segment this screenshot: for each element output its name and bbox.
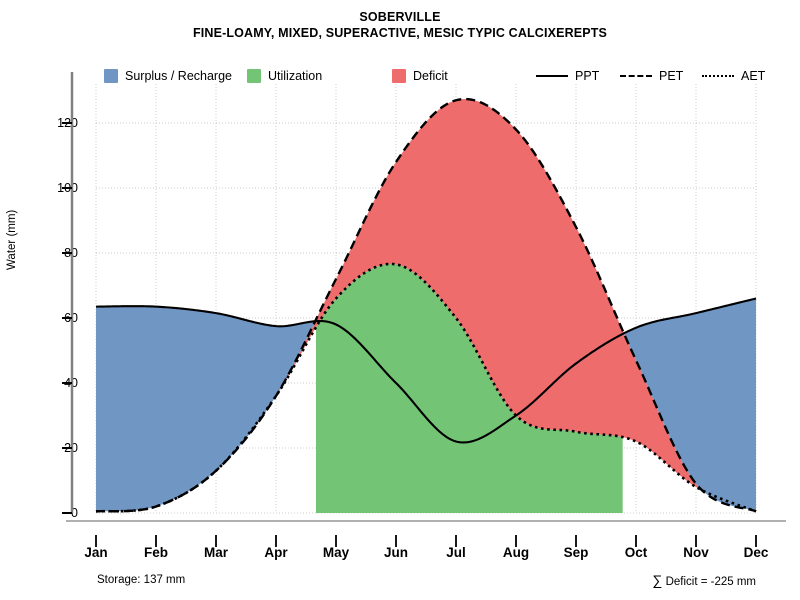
legend-item-utilization: Utilization xyxy=(247,66,322,86)
legend-item-ppt: PPT xyxy=(536,66,599,86)
series-line-aet xyxy=(95,262,757,513)
x-tick-label-feb: Feb xyxy=(143,545,168,560)
x-tick-label-jul: Jul xyxy=(446,545,466,560)
page-title: SOBERVILLE FINE-LOAMY, MIXED, SUPERACTIV… xyxy=(0,9,800,41)
legend-line-solid-icon xyxy=(536,69,568,83)
chart-legend: Surplus / Recharge Utilization Deficit P… xyxy=(0,66,800,90)
legend-label-utilization: Utilization xyxy=(268,69,323,83)
x-tick-label-dec: Dec xyxy=(743,545,769,560)
x-tick-label-jun: Jun xyxy=(383,545,408,560)
legend-item-deficit: Deficit xyxy=(392,66,448,86)
area-utilization xyxy=(316,263,623,513)
legend-item-surplus: Surplus / Recharge xyxy=(104,66,232,86)
x-tick-label-oct: Oct xyxy=(624,545,648,560)
legend-label-aet: AET xyxy=(741,69,766,83)
legend-swatch-utilization-icon xyxy=(247,69,261,83)
area-deficit xyxy=(279,99,702,490)
legend-label-pet: PET xyxy=(659,69,684,83)
legend-line-dotted-icon xyxy=(702,69,734,83)
legend-label-surplus: Surplus / Recharge xyxy=(125,69,233,83)
storage-annotation: Storage: 137 mm xyxy=(97,574,186,586)
x-tick-label-mar: Mar xyxy=(203,545,228,560)
x-tick-label-aug: Aug xyxy=(502,545,530,560)
legend-item-pet: PET xyxy=(620,66,683,86)
x-tick-label-may: May xyxy=(322,545,350,560)
legend-label-ppt: PPT xyxy=(575,69,600,83)
legend-item-aet: AET xyxy=(702,66,765,86)
title-line-primary: SOBERVILLE xyxy=(359,10,441,24)
deficit-annotation-text: Deficit = -225 mm xyxy=(665,576,756,588)
area-surplus-recharge xyxy=(96,298,756,512)
legend-line-dashed-icon xyxy=(620,69,652,83)
series-line-pet xyxy=(95,97,757,513)
y-tick-label: 0 xyxy=(71,506,78,520)
x-tick-label-apr: Apr xyxy=(264,545,288,560)
x-tick-label-nov: Nov xyxy=(683,545,709,560)
legend-label-deficit: Deficit xyxy=(413,69,448,83)
title-line-secondary: FINE-LOAMY, MIXED, SUPERACTIVE, MESIC TY… xyxy=(193,26,607,40)
x-tick-label-jan: Jan xyxy=(84,545,108,560)
series-line-ppt xyxy=(95,297,757,444)
deficit-annotation: ∑ Deficit = -225 mm xyxy=(652,572,756,588)
legend-swatch-surplus-icon xyxy=(104,69,118,83)
legend-swatch-deficit-icon xyxy=(392,69,406,83)
sigma-icon: ∑ xyxy=(652,572,663,588)
x-tick-label-sep: Sep xyxy=(563,545,589,560)
